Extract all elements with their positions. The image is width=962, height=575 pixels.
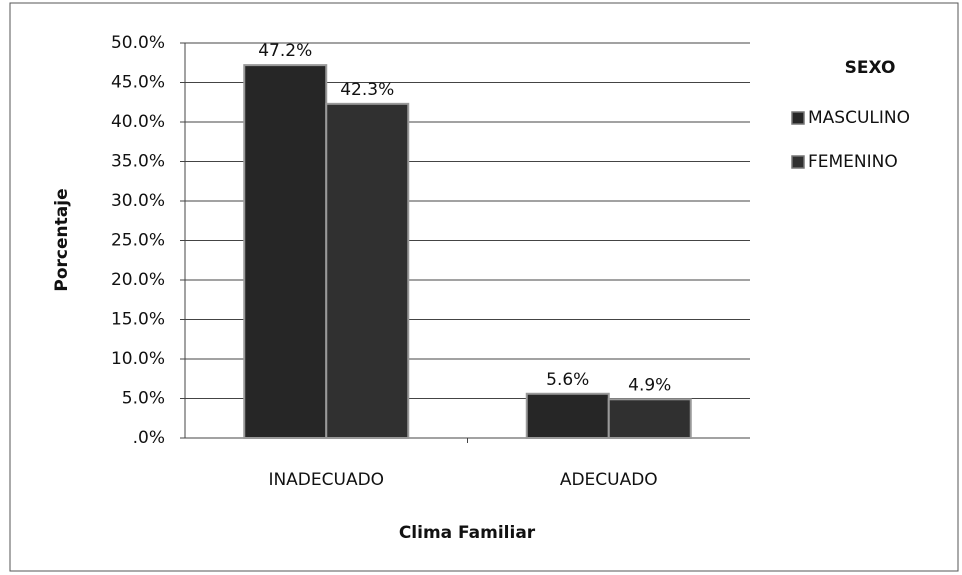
y-tick-label: 15.0% — [111, 310, 165, 330]
y-tick-label: 5.0% — [122, 389, 165, 409]
legend-label: FEMENINO — [808, 152, 898, 172]
legend-swatch — [791, 155, 805, 169]
bar — [525, 392, 610, 440]
legend-label: MASCULINO — [808, 108, 910, 128]
y-tick-label: 50.0% — [111, 33, 165, 53]
y-tick-label: 20.0% — [111, 270, 165, 290]
y-tick-label: .0% — [133, 428, 165, 448]
chart-frame — [9, 2, 959, 572]
y-tick-label: 40.0% — [111, 112, 165, 132]
y-tick-label: 30.0% — [111, 191, 165, 211]
data-label: 42.3% — [340, 80, 394, 100]
y-tick-label: 25.0% — [111, 231, 165, 251]
bar — [325, 102, 410, 440]
legend-swatch — [791, 111, 805, 125]
data-label: 4.9% — [628, 375, 671, 395]
y-tick-label: 10.0% — [111, 349, 165, 369]
data-label: 5.6% — [546, 370, 589, 390]
y-axis-label: Porcentaje — [52, 188, 72, 291]
bar — [607, 398, 692, 440]
data-label: 47.2% — [258, 41, 312, 61]
y-tick-label: 45.0% — [111, 73, 165, 93]
legend-title: SEXO — [845, 58, 896, 78]
bar — [243, 64, 328, 440]
x-tick-label: INADECUADO — [268, 470, 384, 490]
y-tick-label: 35.0% — [111, 152, 165, 172]
x-tick-label: ADECUADO — [560, 470, 658, 490]
x-axis-label: Clima Familiar — [399, 523, 536, 543]
